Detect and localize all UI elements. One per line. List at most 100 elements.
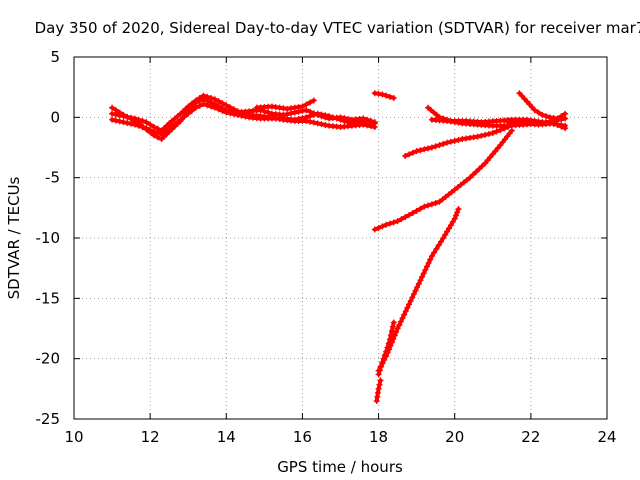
data-point (204, 93, 211, 100)
data-point (386, 336, 393, 343)
data-point (375, 371, 382, 378)
data-point (489, 130, 496, 137)
data-point (314, 120, 321, 127)
data-point (230, 111, 237, 118)
data-point (402, 152, 409, 159)
data-point (387, 332, 394, 339)
data-point (550, 120, 557, 127)
data-point (425, 259, 432, 266)
data-point (371, 226, 378, 233)
data-point (112, 117, 119, 124)
data-point (147, 121, 154, 128)
data-point (131, 121, 138, 128)
data-point (147, 127, 154, 134)
data-point (512, 120, 519, 127)
data-point (360, 117, 367, 124)
data-point (380, 355, 387, 362)
data-point (204, 102, 211, 109)
data-point (425, 145, 432, 152)
series-track-h (516, 90, 569, 122)
data-point (112, 111, 119, 118)
data-point (473, 168, 480, 175)
data-point (398, 216, 405, 223)
data-point (445, 191, 452, 198)
x-tick-label: 14 (217, 428, 236, 446)
y-tick-label: 0 (50, 108, 60, 126)
data-point (554, 115, 561, 122)
data-point (200, 92, 207, 99)
data-point (143, 125, 150, 132)
data-point (474, 133, 481, 140)
data-point (492, 148, 499, 155)
data-point (379, 223, 386, 230)
series-track-e (371, 90, 397, 102)
data-point (442, 193, 449, 200)
data-point (543, 113, 550, 120)
data-point (428, 253, 435, 260)
data-point (379, 359, 386, 366)
data-point (390, 95, 397, 102)
data-point (423, 263, 430, 270)
data-point (109, 110, 116, 117)
data-point (352, 119, 359, 126)
data-point (364, 118, 371, 125)
series-track-n (373, 377, 384, 404)
data-point (422, 266, 429, 273)
data-point (345, 119, 352, 126)
data-point (409, 294, 416, 301)
data-point (208, 103, 215, 110)
data-point (449, 218, 456, 225)
data-point (396, 322, 403, 329)
data-point (135, 122, 142, 129)
data-point (211, 96, 218, 103)
data-point (420, 270, 427, 277)
data-point (386, 220, 393, 227)
data-point (406, 151, 413, 158)
series-track-d (253, 97, 317, 112)
data-point (227, 104, 234, 111)
data-point (558, 123, 565, 130)
data-point (223, 102, 230, 109)
data-point (234, 111, 241, 118)
data-point (466, 174, 473, 181)
data-point (128, 120, 135, 127)
axis-ticks: 10 12 14 16 18 20 22 24 5 0 -5 -10 -15 -20 -25 (36, 48, 617, 446)
series-track-k (371, 127, 515, 233)
data-point (139, 123, 146, 130)
data-point (401, 311, 408, 318)
data-point (451, 215, 458, 222)
data-point (447, 222, 454, 229)
data-point (419, 273, 426, 280)
data-point (440, 140, 447, 147)
data-point (295, 115, 302, 122)
data-point (219, 107, 226, 114)
data-point (390, 319, 397, 326)
data-point (442, 231, 449, 238)
data-point (185, 110, 192, 117)
x-tick-label: 22 (521, 428, 540, 446)
data-point (451, 137, 458, 144)
data-point (414, 284, 421, 291)
data-point (487, 154, 494, 161)
data-point (447, 138, 454, 145)
data-point (421, 203, 428, 210)
data-point (299, 115, 306, 122)
data-point (154, 130, 161, 137)
y-axis-label: SDTVAR / TECUs (5, 176, 23, 299)
data-point (310, 119, 317, 126)
data-point (417, 205, 424, 212)
data-point (310, 111, 317, 118)
data-point (215, 98, 222, 105)
data-point (394, 218, 401, 225)
series-track-m (375, 319, 397, 378)
data-point (479, 163, 486, 170)
data-point (508, 122, 515, 129)
data-point (435, 242, 442, 249)
data-point (135, 116, 142, 123)
data-point (393, 328, 400, 335)
data-point (310, 97, 317, 104)
data-point (322, 112, 329, 119)
data-point (375, 224, 382, 231)
data-point (397, 318, 404, 325)
